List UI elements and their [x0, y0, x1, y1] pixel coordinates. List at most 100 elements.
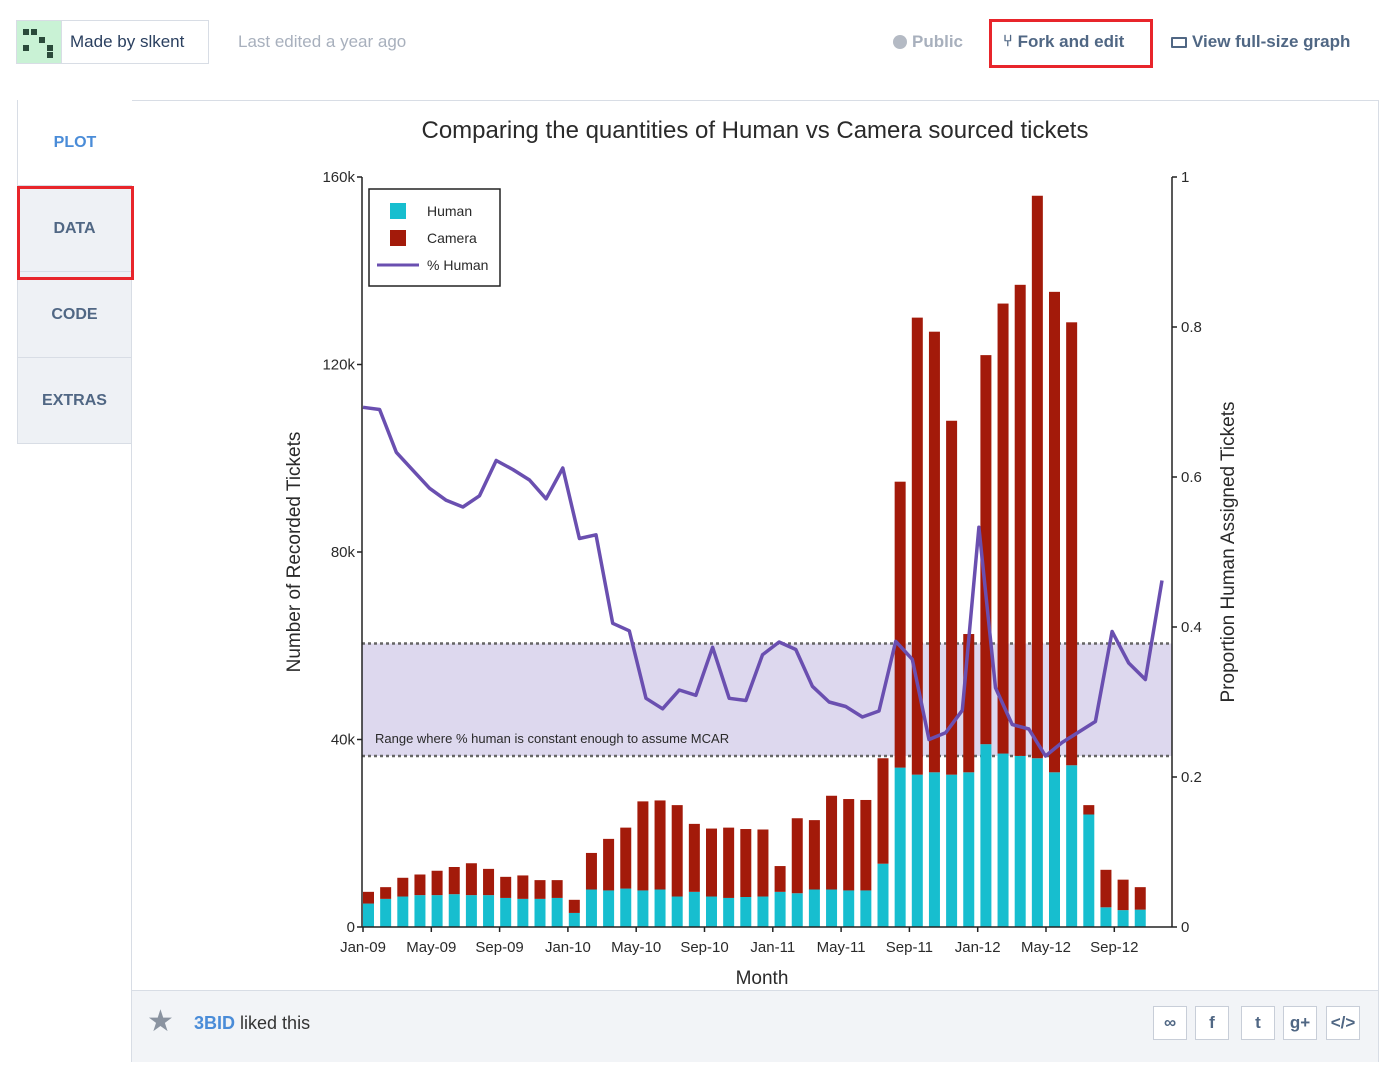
- bar-human: [980, 744, 992, 927]
- bar-human: [791, 893, 803, 927]
- bar-camera: [500, 876, 512, 898]
- bar-human: [1083, 814, 1095, 927]
- bar-human: [397, 896, 409, 927]
- author-badge[interactable]: Made by slkent: [16, 20, 209, 64]
- y-axis-title: Number of Recorded Tickets: [284, 432, 305, 673]
- share-google-plus-button[interactable]: g+: [1283, 1006, 1317, 1040]
- share-twitter-button[interactable]: t: [1241, 1006, 1275, 1040]
- bar-human: [843, 890, 855, 927]
- bar-human: [534, 898, 546, 927]
- bar-human: [928, 772, 940, 927]
- bar-camera: [740, 829, 752, 897]
- embed-button[interactable]: </>: [1326, 1006, 1360, 1040]
- bar-human: [894, 767, 906, 927]
- bar-camera: [397, 877, 409, 897]
- legend-label-pct-human: % Human: [427, 257, 488, 273]
- share-facebook-button[interactable]: f: [1195, 1006, 1229, 1040]
- bar-camera: [877, 758, 889, 864]
- x-tick-label: Sep-11: [886, 939, 933, 956]
- x-tick-label: Sep-09: [475, 939, 523, 956]
- pct-human-line: [362, 405, 1164, 758]
- bar-camera: [894, 481, 906, 768]
- bar-camera: [911, 317, 923, 775]
- bar-human: [877, 863, 889, 927]
- star-icon[interactable]: ★: [147, 1005, 174, 1038]
- bar-camera: [706, 828, 717, 897]
- bar-camera: [483, 868, 495, 896]
- bar-camera: [568, 899, 580, 913]
- bar-camera: [465, 863, 477, 896]
- bar-human: [414, 895, 426, 927]
- bar-camera: [1100, 869, 1112, 908]
- bar-camera: [603, 838, 615, 891]
- twitter-icon: t: [1255, 1013, 1261, 1032]
- tab-extras[interactable]: EXTRAS: [17, 358, 132, 444]
- bar-human: [1100, 907, 1112, 927]
- bar-human: [963, 772, 975, 927]
- liker-link[interactable]: 3BID: [194, 1013, 236, 1033]
- bar-human: [517, 898, 529, 927]
- bar-camera: [448, 867, 460, 895]
- panel-top-border: [17, 100, 1379, 101]
- bar-human: [1049, 772, 1060, 927]
- bar-camera: [534, 880, 546, 899]
- bar-human: [654, 889, 666, 927]
- monitor-icon: [1171, 36, 1187, 48]
- bar-camera: [1117, 879, 1129, 911]
- bar-human: [1031, 758, 1043, 927]
- bar-camera: [620, 827, 632, 889]
- y2-tick-label: 0.8: [1181, 319, 1202, 336]
- bar-camera: [380, 887, 392, 899]
- bar-human: [911, 774, 923, 927]
- bar-human: [688, 891, 700, 927]
- author-name[interactable]: slkent: [139, 32, 185, 51]
- bar-human: [997, 753, 1009, 927]
- facebook-icon: f: [1209, 1013, 1215, 1032]
- legend: Human Camera % Human: [368, 188, 501, 287]
- y2-tick-label: 1: [1181, 169, 1189, 186]
- bar-human: [1117, 910, 1129, 927]
- bar-camera: [1049, 291, 1060, 773]
- bar-human: [706, 896, 717, 927]
- bar-human: [431, 895, 443, 927]
- bar-camera: [843, 799, 855, 891]
- y2-axis-title: Proportion Human Assigned Tickets: [1218, 402, 1239, 703]
- x-tick-label: May-10: [611, 939, 661, 956]
- y-tick-label: 40k: [331, 732, 356, 749]
- y2-tick-label: 0.2: [1181, 769, 1202, 786]
- legend-label-human: Human: [427, 203, 472, 219]
- view-full-size-button[interactable]: View full-size graph: [1171, 32, 1350, 52]
- bar-camera: [517, 875, 529, 899]
- tab-plot[interactable]: PLOT: [17, 100, 132, 186]
- bar-camera: [363, 891, 374, 904]
- globe-icon: [893, 35, 907, 49]
- bar-camera: [774, 866, 786, 892]
- author-avatar: [17, 21, 62, 63]
- bar-human: [826, 889, 838, 927]
- bar-human: [483, 895, 495, 927]
- bar-human: [740, 897, 752, 927]
- chart-svg: Comparing the quantities of Human vs Cam…: [284, 117, 1239, 989]
- bar-human: [860, 890, 872, 927]
- bar-human: [774, 891, 786, 927]
- fork-and-edit-button[interactable]: ⑂ Fork and edit: [1003, 32, 1125, 51]
- bar-camera: [723, 827, 735, 898]
- y-tick-label: 120k: [322, 357, 355, 374]
- bar-camera: [1014, 284, 1026, 756]
- bar-camera: [963, 634, 975, 773]
- bar-camera: [757, 829, 769, 897]
- share-link-button[interactable]: ∞: [1153, 1006, 1187, 1040]
- bar-human: [723, 897, 735, 927]
- bar-human: [585, 889, 597, 927]
- bar-human: [568, 912, 580, 927]
- x-tick-label: Sep-10: [680, 939, 728, 956]
- fork-highlight-box: [989, 19, 1153, 68]
- bar-human: [1014, 755, 1026, 927]
- y2-tick-label: 0.4: [1181, 619, 1202, 636]
- bar-camera: [671, 805, 683, 897]
- bar-camera: [551, 880, 563, 898]
- tab-code[interactable]: CODE: [17, 272, 132, 358]
- bar-human: [465, 895, 477, 927]
- bar-camera: [808, 820, 820, 890]
- bar-camera: [928, 331, 940, 773]
